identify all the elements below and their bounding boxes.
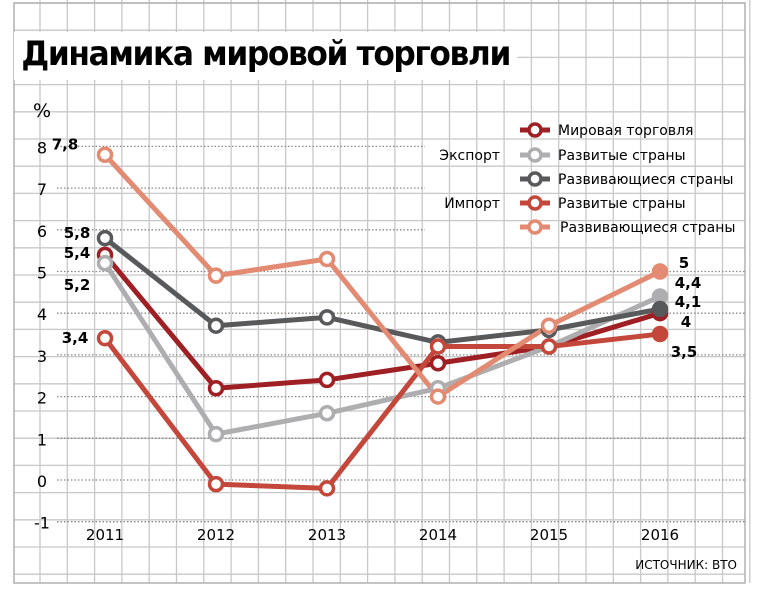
series-line	[103, 253, 661, 391]
legend-label: Мировая торговля	[558, 123, 693, 139]
data-point	[207, 267, 225, 284]
series-line	[103, 331, 661, 491]
y-tick-label: 1	[37, 430, 47, 449]
grid-border	[13, 2, 746, 584]
y-tick-label: 2	[37, 389, 47, 408]
legend-marker	[527, 122, 543, 138]
data-point	[318, 405, 336, 422]
source-note: ИСТОЧНИК: ВТО	[635, 558, 737, 572]
data-point	[318, 250, 336, 268]
x-tick-label: 2013	[308, 526, 346, 544]
y-tick-label: 3	[37, 347, 47, 366]
data-point	[651, 263, 669, 280]
legend-marker	[527, 147, 543, 163]
data-label-2011: 3,4	[62, 329, 89, 347]
data-label-2016: 4	[681, 313, 691, 331]
data-point	[429, 388, 447, 405]
legend-label: Развитые страны	[558, 148, 686, 164]
data-point	[318, 371, 336, 389]
data-label-2016: 5	[679, 254, 689, 272]
data-label-2011: 5,8	[64, 224, 91, 242]
y-tick-label: 5	[37, 264, 47, 283]
x-tick-label: 2011	[86, 526, 124, 544]
y-tick-label: -1	[34, 514, 50, 533]
data-point	[540, 317, 558, 334]
chart-title: Динамика мировой торговли	[14, 32, 518, 80]
legend-marker	[527, 219, 543, 235]
legend-group-import: Импорт	[444, 196, 500, 212]
data-point	[318, 480, 336, 497]
data-point	[207, 317, 225, 334]
legend-marker	[527, 195, 543, 211]
data-point	[651, 300, 669, 318]
data-point	[540, 338, 558, 355]
data-point	[207, 475, 225, 493]
series-line	[103, 153, 662, 400]
y-tick-label: 6	[37, 222, 47, 241]
legend-label: Развивающиеся страны	[560, 220, 735, 236]
data-point	[96, 229, 114, 247]
y-tick-label: 0	[37, 472, 47, 491]
series-line	[102, 261, 662, 437]
legend-group-export: Экспорт	[439, 148, 500, 164]
data-point	[96, 254, 114, 272]
data-label-2011: 5,4	[64, 244, 91, 262]
x-tick-label: 2012	[197, 526, 235, 544]
data-label-2016: 4,1	[675, 293, 702, 311]
y-axis-unit: %	[33, 100, 51, 122]
data-point	[429, 338, 447, 355]
data-point	[207, 425, 225, 443]
y-tick-label: 4	[37, 305, 47, 324]
y-tick-label: 8	[37, 138, 47, 157]
data-label-2011: 5,2	[64, 276, 91, 294]
data-label-2016: 4,4	[675, 274, 702, 292]
x-tick-label: 2014	[419, 526, 457, 544]
data-point	[651, 325, 669, 343]
y-tick-label: 7	[37, 180, 47, 199]
x-tick-label: 2015	[530, 526, 568, 544]
legend-label: Развивающиеся страны	[558, 172, 733, 188]
data-point	[96, 146, 114, 163]
legend-marker	[527, 171, 543, 187]
data-point	[207, 380, 225, 397]
x-tick-label: 2016	[641, 526, 679, 544]
data-label-2011: 7,8	[52, 136, 79, 154]
data-label-2016: 3,5	[671, 343, 698, 361]
data-point	[318, 309, 336, 326]
data-point	[96, 329, 114, 347]
legend-label: Развитые страны	[558, 196, 686, 212]
data-point	[429, 354, 447, 372]
